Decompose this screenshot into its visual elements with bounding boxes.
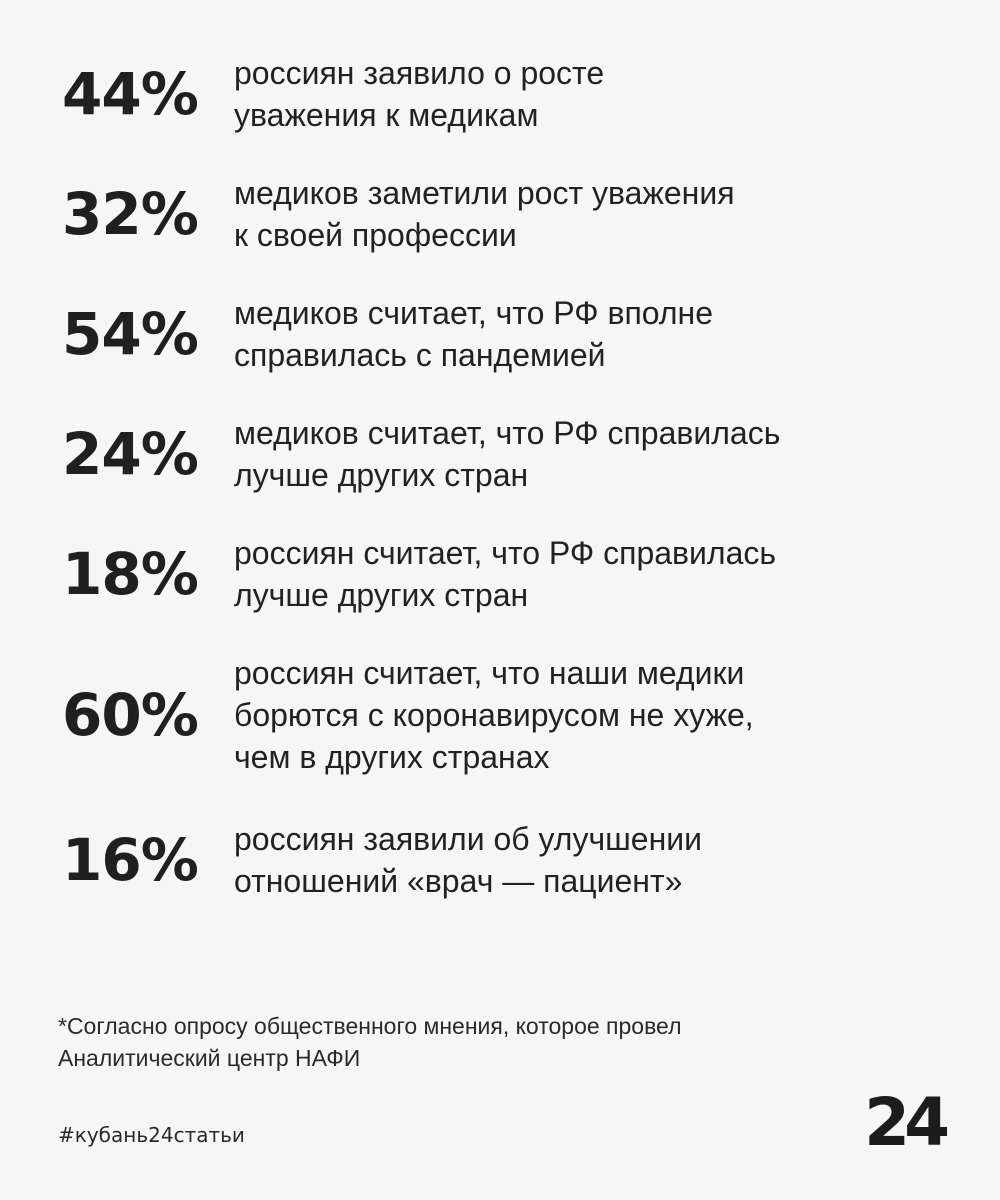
stat-description: медиков считает, что РФ вполне справилас…	[234, 292, 713, 376]
stat-item-16: 16% россиян заявили об улучшении отношен…	[62, 818, 962, 902]
stat-description: россиян заявило о росте уважения к медик…	[234, 52, 604, 136]
stats-list: 44% россиян заявило о росте уважения к м…	[62, 52, 962, 938]
stat-item-24: 24% медиков считает, что РФ справилась л…	[62, 412, 962, 496]
stat-percentage: 32%	[62, 180, 199, 248]
stat-description-line: медиков заметили рост уважения	[234, 175, 735, 211]
stat-percentage: 24%	[62, 420, 199, 488]
stat-description-line: лучше других стран	[234, 577, 529, 613]
stat-description-line: справилась с пандемией	[234, 337, 606, 373]
kuban24-logo: 24	[864, 1084, 950, 1161]
stat-percentage: 44%	[62, 60, 199, 128]
stat-description-line: лучше других стран	[234, 457, 529, 493]
stat-item-54: 54% медиков считает, что РФ вполне справ…	[62, 292, 962, 376]
stat-item-44: 44% россиян заявило о росте уважения к м…	[62, 52, 962, 136]
stat-description-line: россиян считает, что РФ справилась	[234, 535, 777, 571]
footnote-line: Аналитический центр НАФИ	[58, 1045, 361, 1071]
footnote: *Согласно опросу общественного мнения, к…	[58, 1010, 938, 1074]
stat-item-60: 60% россиян считает, что наши медики бор…	[62, 652, 962, 778]
hashtag: #кубань24статьи	[58, 1123, 245, 1147]
stat-description: россиян считает, что наши медики борются…	[234, 652, 754, 778]
stat-description-line: отношений «врач — пациент»	[234, 863, 683, 899]
stat-item-32: 32% медиков заметили рост уважения к сво…	[62, 172, 962, 256]
stat-percentage: 54%	[62, 300, 199, 368]
stat-description-line: к своей профессии	[234, 217, 517, 253]
stat-description-line: борются с коронавирусом не хуже,	[234, 697, 754, 733]
stat-description-line: чем в других странах	[234, 739, 550, 775]
stat-description-line: уважения к медикам	[234, 97, 539, 133]
stat-description: россиян заявили об улучшении отношений «…	[234, 818, 702, 902]
stat-percentage: 60%	[62, 681, 199, 749]
stat-description-line: медиков считает, что РФ вполне	[234, 295, 714, 331]
stat-description: медиков заметили рост уважения к своей п…	[234, 172, 735, 256]
stat-percentage: 18%	[62, 540, 199, 608]
stat-description-line: россиян заявили об улучшении	[234, 821, 703, 857]
stat-description-line: россиян заявило о росте	[234, 55, 605, 91]
stat-description: медиков считает, что РФ справилась лучше…	[234, 412, 780, 496]
footnote-line: *Согласно опросу общественного мнения, к…	[58, 1013, 682, 1039]
stat-item-18: 18% россиян считает, что РФ справилась л…	[62, 532, 962, 616]
stat-percentage: 16%	[62, 826, 199, 894]
stat-description: россиян считает, что РФ справилась лучше…	[234, 532, 776, 616]
stat-description-line: медиков считает, что РФ справилась	[234, 415, 781, 451]
stat-description-line: россиян считает, что наши медики	[234, 655, 745, 691]
